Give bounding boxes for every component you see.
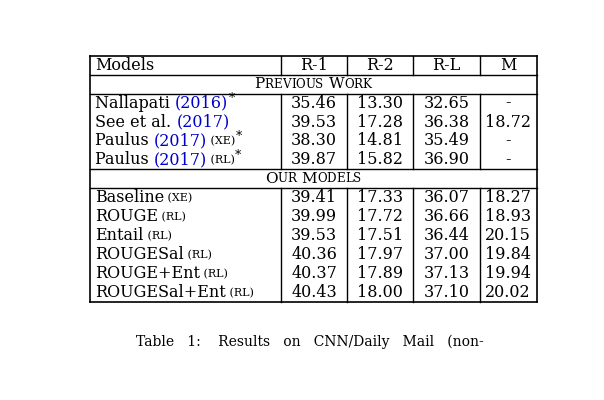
Text: O: O — [344, 78, 354, 91]
Text: 17.33: 17.33 — [358, 189, 403, 206]
Text: L: L — [345, 172, 353, 186]
Text: I: I — [291, 78, 296, 91]
Text: ROUGESal+Ent: ROUGESal+Ent — [95, 284, 226, 301]
Text: Paulus: Paulus — [95, 152, 154, 168]
Text: *: * — [235, 149, 242, 162]
Text: 17.72: 17.72 — [358, 208, 403, 225]
Text: (RL): (RL) — [184, 250, 212, 260]
Text: M: M — [301, 172, 317, 186]
Text: -: - — [506, 152, 511, 168]
Text: 38.30: 38.30 — [291, 132, 337, 150]
Text: 17.28: 17.28 — [358, 114, 403, 130]
Text: (RL): (RL) — [200, 268, 228, 279]
Text: 17.51: 17.51 — [358, 227, 403, 244]
Text: M: M — [500, 57, 516, 74]
Text: (XE): (XE) — [207, 136, 236, 146]
Text: -: - — [506, 132, 511, 150]
Text: 15.82: 15.82 — [358, 152, 403, 168]
Text: 13.30: 13.30 — [358, 94, 403, 112]
Text: See et al.: See et al. — [95, 114, 176, 130]
Text: 32.65: 32.65 — [423, 94, 469, 112]
Text: S: S — [315, 78, 324, 91]
Text: K: K — [363, 78, 371, 91]
Text: -: - — [506, 94, 511, 112]
Text: W: W — [329, 77, 344, 91]
Text: (RL): (RL) — [144, 231, 172, 241]
Text: 35.49: 35.49 — [423, 132, 469, 150]
Text: 18.72: 18.72 — [485, 114, 531, 130]
Text: R: R — [354, 78, 363, 91]
Text: P: P — [254, 77, 265, 91]
Text: D: D — [327, 172, 336, 186]
Text: V: V — [283, 78, 291, 91]
Text: 36.90: 36.90 — [423, 152, 469, 168]
Text: (XE): (XE) — [164, 193, 193, 203]
Text: R-L: R-L — [432, 57, 461, 74]
Text: 36.07: 36.07 — [423, 189, 469, 206]
Text: 35.46: 35.46 — [291, 94, 337, 112]
Text: 39.41: 39.41 — [291, 189, 337, 206]
Text: Nallapati: Nallapati — [95, 94, 175, 112]
Text: 18.93: 18.93 — [485, 208, 531, 225]
Text: R: R — [265, 78, 274, 91]
Text: 19.94: 19.94 — [485, 265, 531, 282]
Text: *: * — [228, 92, 235, 106]
Text: 40.36: 40.36 — [291, 246, 337, 263]
Text: (2017): (2017) — [154, 152, 207, 168]
Text: O: O — [296, 78, 306, 91]
Text: O: O — [265, 172, 278, 186]
Text: 18.00: 18.00 — [358, 284, 403, 301]
Text: (2016): (2016) — [175, 94, 228, 112]
Text: E: E — [274, 78, 283, 91]
Text: 36.44: 36.44 — [423, 227, 469, 244]
Text: (2017): (2017) — [154, 132, 207, 150]
Text: Paulus: Paulus — [95, 132, 154, 150]
Text: 40.43: 40.43 — [291, 284, 337, 301]
Text: S: S — [353, 172, 361, 186]
Text: 36.38: 36.38 — [423, 114, 469, 130]
Text: U: U — [306, 78, 315, 91]
Text: 37.00: 37.00 — [423, 246, 469, 263]
Text: 39.53: 39.53 — [291, 114, 337, 130]
Text: ROUGE+Ent: ROUGE+Ent — [95, 265, 200, 282]
Text: 20.02: 20.02 — [485, 284, 531, 301]
Text: Models: Models — [95, 57, 155, 74]
Text: (RL): (RL) — [158, 212, 186, 222]
Text: 40.37: 40.37 — [291, 265, 337, 282]
Text: (RL): (RL) — [226, 288, 254, 298]
Text: 19.84: 19.84 — [485, 246, 531, 263]
Text: (RL): (RL) — [207, 155, 235, 165]
Text: O: O — [317, 172, 327, 186]
Text: *: * — [236, 130, 242, 143]
Text: 18.27: 18.27 — [485, 189, 531, 206]
Text: 17.97: 17.97 — [358, 246, 403, 263]
Text: Entail: Entail — [95, 227, 144, 244]
Text: (2017): (2017) — [176, 114, 230, 130]
Text: U: U — [278, 172, 288, 186]
Text: 39.53: 39.53 — [291, 227, 337, 244]
Text: 17.89: 17.89 — [358, 265, 403, 282]
Text: R-2: R-2 — [367, 57, 394, 74]
Text: 39.99: 39.99 — [291, 208, 337, 225]
Text: ROUGE: ROUGE — [95, 208, 158, 225]
Text: 37.10: 37.10 — [423, 284, 469, 301]
Text: 14.81: 14.81 — [358, 132, 403, 150]
Text: R-1: R-1 — [300, 57, 328, 74]
Text: 20.15: 20.15 — [485, 227, 531, 244]
Text: E: E — [336, 172, 345, 186]
Text: 36.66: 36.66 — [423, 208, 469, 225]
Text: R: R — [288, 172, 297, 186]
Text: 39.87: 39.87 — [291, 152, 337, 168]
Text: Baseline: Baseline — [95, 189, 164, 206]
Text: ROUGESal: ROUGESal — [95, 246, 184, 263]
Text: Table   1:    Results   on   CNN/Daily   Mail   (non-: Table 1: Results on CNN/Daily Mail (non- — [136, 335, 483, 349]
Text: 37.13: 37.13 — [423, 265, 469, 282]
